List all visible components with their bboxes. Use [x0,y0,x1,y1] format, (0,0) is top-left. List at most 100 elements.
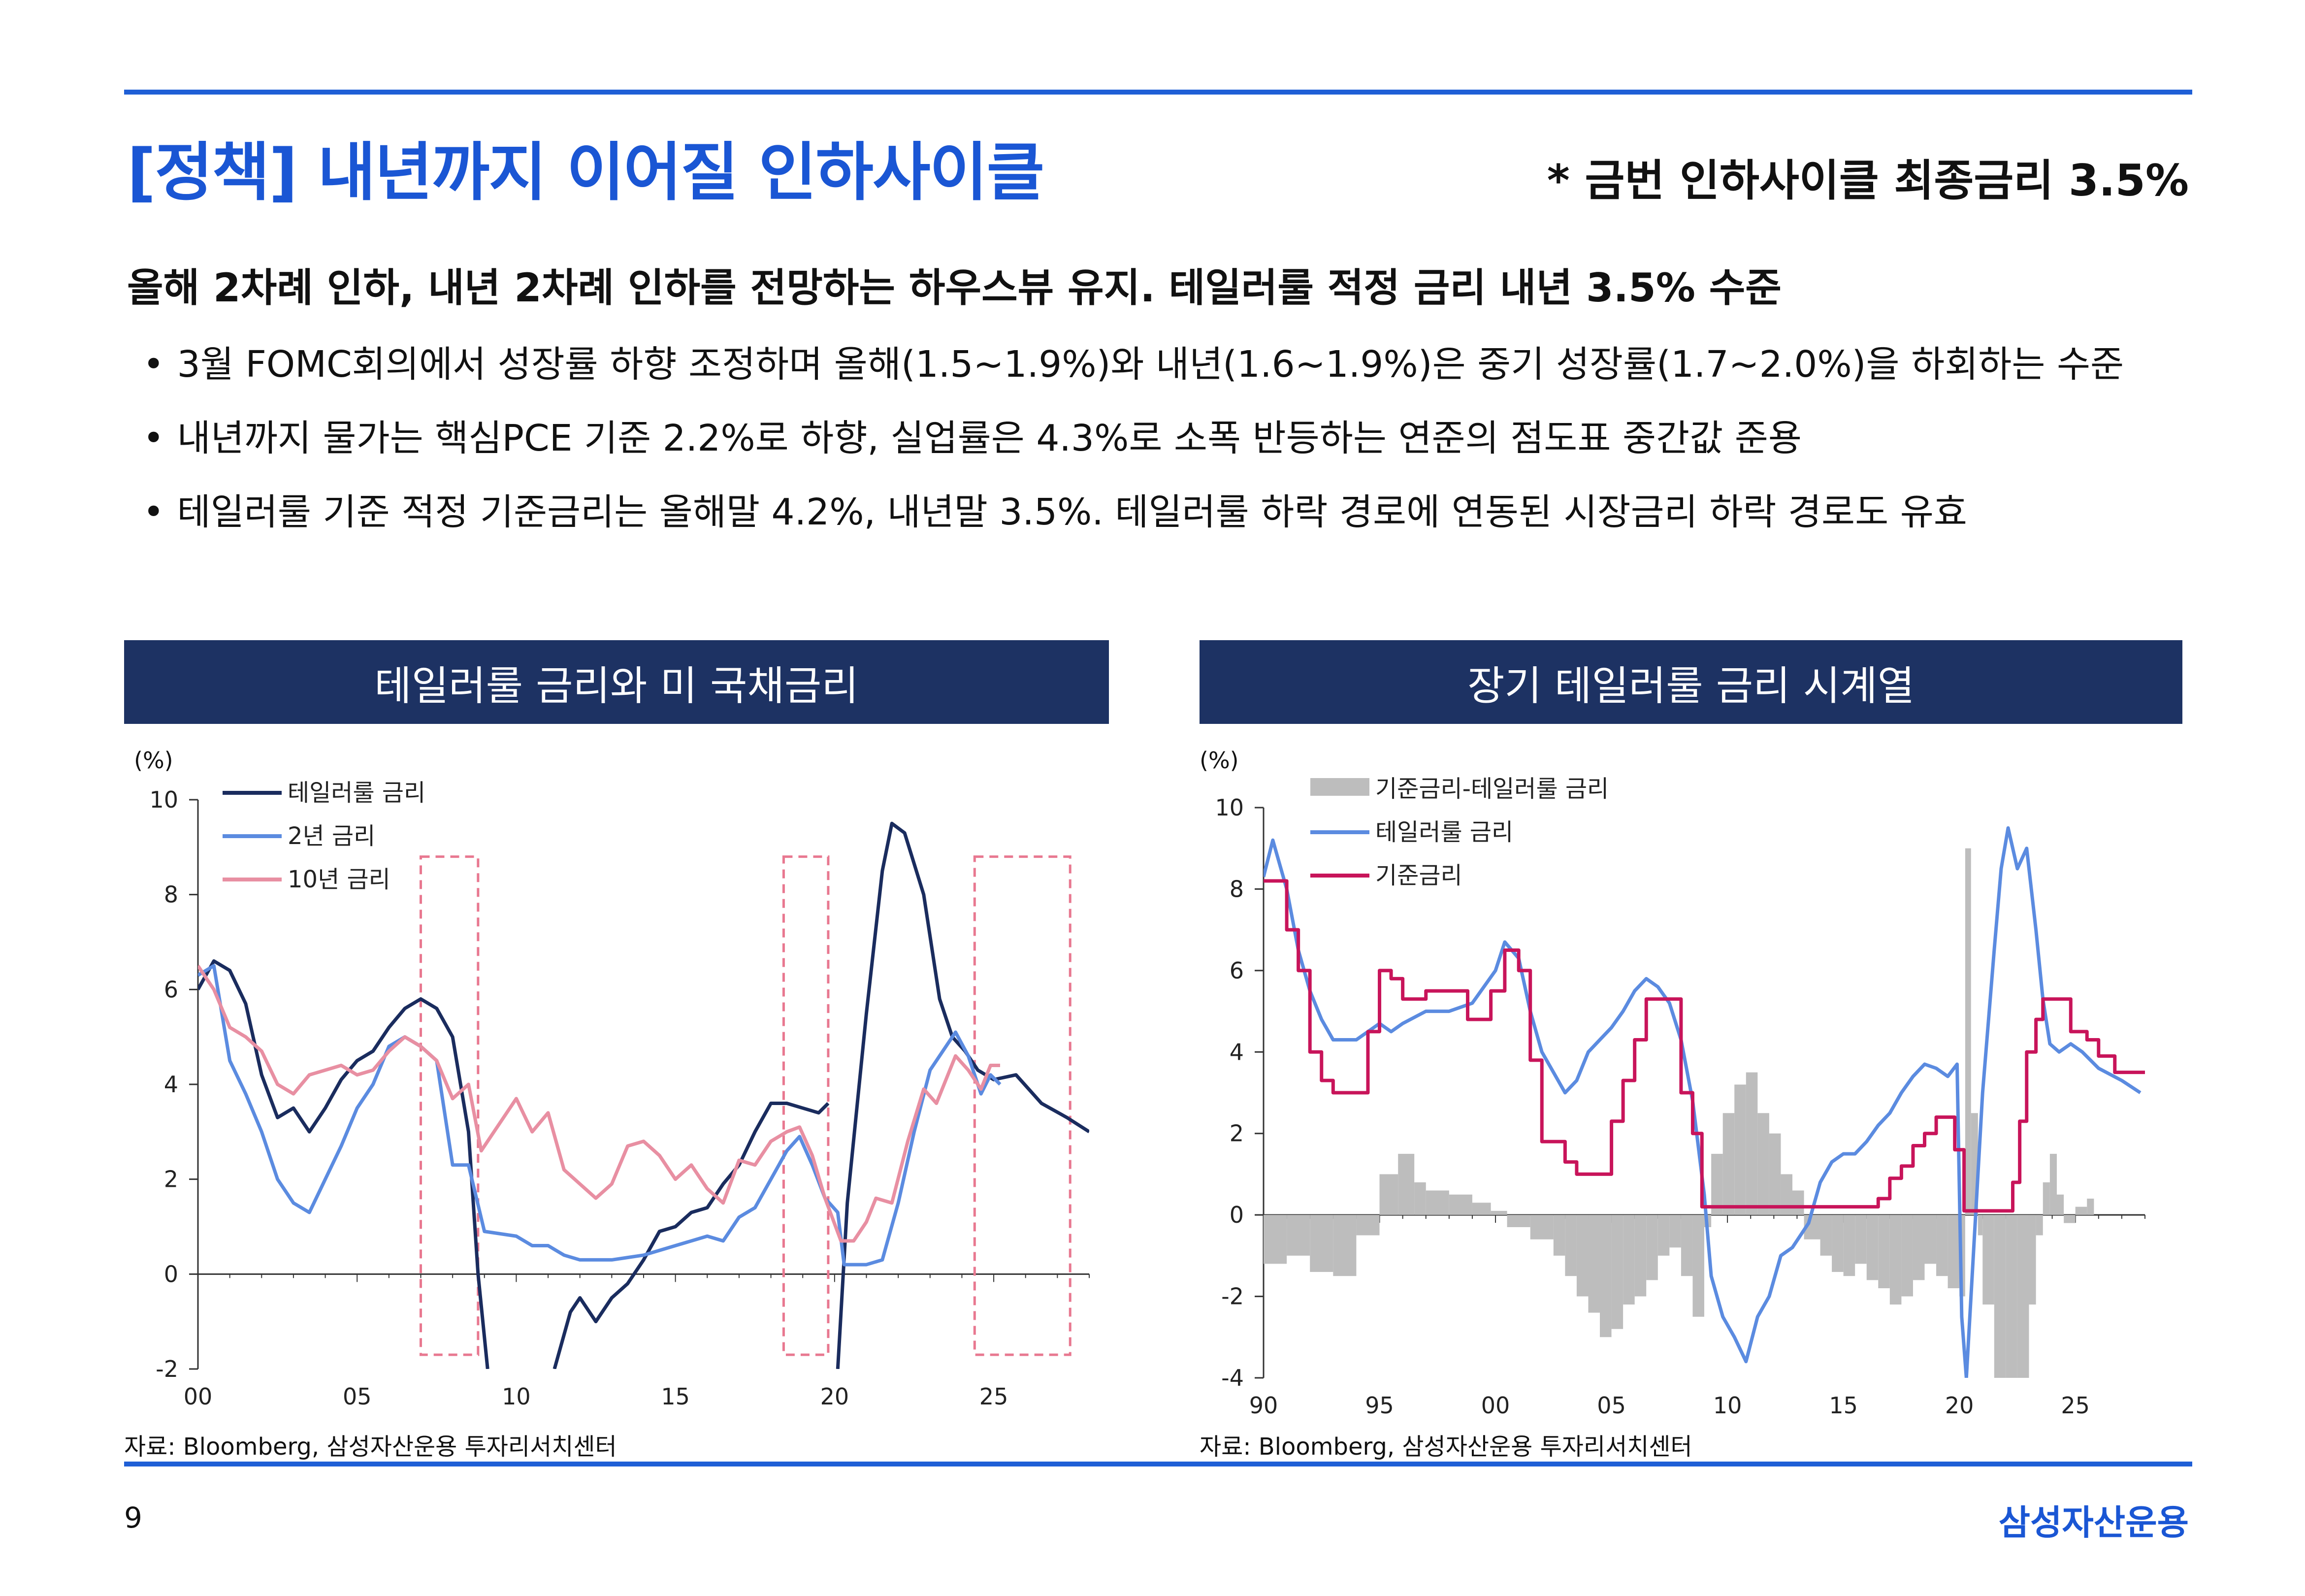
spread-bar [2087,1199,2094,1215]
spread-bar [2006,1215,2017,1378]
spread-bar [1611,1215,1623,1329]
x-tick-label: 00 [1481,1392,1510,1419]
bullet-inflation: 내년까지 물가는 핵심PCE 기준 2.2%로 하향, 실업률은 4.3%로 소… [143,409,1802,461]
page-title: [정책] 내년까지 이어질 인하사이클 [127,136,1044,209]
spread-bar [1379,1174,1398,1215]
spread-bar [1832,1215,1844,1272]
spread-bar [1901,1215,1913,1297]
chart2-source: 자료: Bloomberg, 삼성자산운용 투자리서치센터 [1200,1433,1692,1461]
page-number: 9 [124,1501,142,1534]
spread-bar [1889,1215,1902,1305]
spread-bar [1507,1215,1530,1227]
bullet-taylor: 테일러룰 기준 적정 기준금리는 올해말 4.2%, 내년말 3.5%. 테일러… [143,483,1967,535]
spread-bar [2036,1215,2043,1236]
spread-bar [1792,1190,1804,1215]
spread-bar [1781,1174,1792,1215]
series-line [198,964,1002,1267]
x-tick-label: 10 [1713,1392,1742,1419]
y-unit-label: (%) [134,747,173,774]
top-rule [124,90,2192,95]
spread-bar [1600,1215,1612,1337]
x-tick-label: 15 [1829,1392,1858,1419]
y-tick-label: 6 [164,976,178,1003]
chart1-source: 자료: Bloomberg, 삼성자산운용 투자리서치센터 [124,1433,617,1461]
spread-bar [1472,1203,1491,1215]
x-tick-label: 95 [1365,1392,1394,1419]
spread-bar [1948,1215,1960,1289]
spread-bar [1414,1182,1426,1215]
spread-bar [2064,1215,2076,1223]
chart1-title: 테일러룰 금리와 미 국채금리 [124,640,1109,724]
spread-bar [1657,1215,1670,1256]
y-tick-label: 0 [164,1261,178,1287]
spread-bar [1936,1215,1948,1276]
legend-label: 2년 금리 [288,822,375,850]
spread-bar [1878,1215,1890,1289]
spread-bar [2057,1194,2064,1215]
x-tick-label: 15 [661,1383,690,1410]
y-tick-label: 10 [149,786,178,813]
spread-bar [2043,1182,2050,1215]
spread-bar [1530,1215,1554,1239]
spread-bar [1843,1215,1855,1276]
spread-bar [1769,1133,1781,1215]
x-tick-label: 05 [1597,1392,1626,1419]
y-tick-label: -2 [156,1356,178,1382]
legend-label: 기준금리 [1375,862,1462,889]
spread-bar [1576,1215,1589,1297]
spread-bar [1711,1154,1723,1215]
x-tick-label: 20 [1945,1392,1974,1419]
chart2-title: 장기 테일러룰 금리 시계열 [1200,640,2182,724]
spread-bar [1588,1215,1600,1313]
spread-bar [1553,1215,1565,1256]
series-line [1264,826,2142,1378]
bottom-rule [124,1462,2192,1466]
x-tick-label: 20 [820,1383,849,1410]
legend-label: 테일러룰 금리 [1375,818,1513,846]
y-tick-label: 6 [1230,957,1244,984]
spread-bar [1398,1154,1415,1215]
y-unit-label: (%) [1200,747,1239,774]
spread-bar [1491,1210,1507,1215]
spread-bar [1681,1215,1693,1276]
y-tick-label: 4 [164,1071,178,1098]
spread-bar [1746,1072,1758,1215]
spread-bar [1757,1113,1769,1215]
y-tick-label: 8 [164,881,178,908]
x-tick-label: 10 [502,1383,531,1410]
spread-bar [1264,1215,1287,1264]
spread-bar [1669,1215,1681,1248]
spread-bar [1978,1215,1983,1236]
spread-bar [1734,1084,1746,1215]
highlight-box [973,855,1071,1356]
spread-bar [1692,1215,1704,1317]
series-line [1264,879,2145,1213]
legend-swatch [1310,778,1369,796]
spread-bar [1646,1215,1658,1280]
spread-bar [1634,1215,1647,1297]
spread-bar [1866,1215,1879,1280]
spread-bar [1287,1215,1310,1256]
spread-bar [1913,1215,1925,1280]
x-tick-label: 90 [1249,1392,1278,1419]
legend-label: 기준금리-테일러룰 금리 [1375,775,1609,803]
y-tick-label: 2 [164,1166,178,1193]
x-tick-label: 00 [184,1383,213,1410]
spread-bar [1722,1113,1735,1215]
spread-bar [2049,1154,2057,1215]
spread-bar [1855,1215,1867,1264]
spread-bar [1356,1215,1380,1236]
spread-bar [2017,1215,2029,1378]
series-line [552,1102,830,1369]
spread-bar [1924,1215,1937,1264]
bullet-growth: 3월 FOMC회의에서 성장률 하향 조정하며 올해(1.5~1.9%)와 내년… [143,335,2124,388]
highlight-box [420,855,480,1356]
legend-label: 테일러룰 금리 [288,779,425,807]
bar-series [1264,848,2094,1378]
y-tick-label: 8 [1230,876,1244,902]
series-line [836,821,1089,1369]
spread-bar [1565,1215,1577,1276]
highlight-box [782,855,830,1356]
spread-bar [1965,848,1971,1215]
spread-bar [1310,1215,1333,1272]
